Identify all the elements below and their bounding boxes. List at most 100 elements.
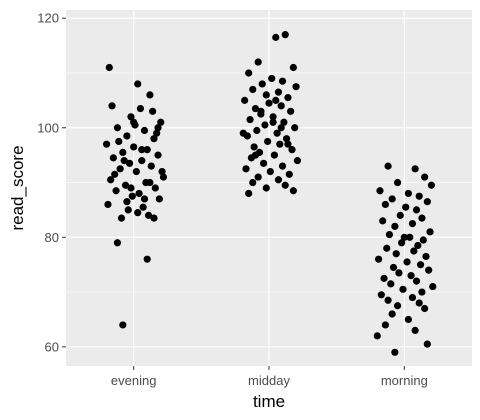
data-point [154, 151, 162, 159]
data-point [153, 129, 161, 137]
data-point [269, 118, 277, 126]
data-point [261, 121, 269, 129]
data-point [239, 129, 247, 137]
data-point [151, 184, 159, 192]
data-point [427, 181, 435, 189]
data-point [381, 200, 389, 209]
data-point [119, 148, 127, 156]
data-point [258, 80, 266, 88]
data-point [373, 332, 381, 340]
data-point [388, 310, 396, 318]
data-point [376, 187, 384, 195]
data-point [396, 211, 404, 219]
data-point [121, 181, 130, 189]
data-point [282, 135, 291, 143]
data-point [136, 104, 145, 113]
data-point [127, 113, 135, 121]
data-point [415, 299, 423, 307]
data-point [421, 304, 429, 313]
data-points [103, 31, 437, 356]
data-point [412, 277, 421, 285]
data-point [384, 162, 392, 170]
data-point [123, 198, 131, 206]
data-point [105, 63, 113, 72]
data-point [273, 129, 281, 137]
data-point [276, 140, 284, 148]
data-point [288, 146, 296, 154]
data-point [421, 173, 429, 181]
data-point [270, 151, 279, 159]
data-point [274, 176, 283, 184]
data-point [388, 195, 396, 203]
data-point [287, 107, 295, 115]
data-point [115, 137, 123, 146]
data-point [108, 102, 116, 110]
data-point [285, 170, 293, 178]
data-point [272, 96, 280, 104]
data-point [130, 143, 138, 151]
data-point [262, 91, 270, 99]
data-point [278, 77, 287, 85]
data-point [289, 63, 297, 72]
data-point [245, 189, 253, 198]
data-point [399, 285, 407, 293]
data-point [119, 321, 127, 329]
x-tick-label-evening: evening [111, 373, 157, 388]
data-point [284, 94, 292, 102]
data-point [414, 241, 422, 250]
data-point [134, 209, 142, 217]
data-point [241, 96, 249, 104]
grid-lines [66, 10, 472, 366]
data-point [407, 272, 415, 280]
data-point [251, 104, 260, 113]
data-point [419, 236, 427, 244]
y-tick-label: 80 [45, 230, 59, 245]
data-point [423, 198, 431, 206]
data-point [379, 217, 387, 225]
data-point [377, 291, 385, 299]
data-point [254, 173, 262, 181]
data-point [135, 189, 143, 198]
data-point [278, 162, 287, 170]
x-tick-label-midday: midday [248, 373, 290, 388]
data-point [289, 187, 297, 195]
data-point [250, 143, 258, 151]
data-point [375, 255, 383, 263]
data-point [150, 214, 158, 222]
data-point [292, 83, 300, 91]
data-point [383, 244, 391, 252]
data-point [146, 178, 154, 187]
data-point [155, 195, 163, 203]
data-point [113, 239, 122, 247]
data-point [154, 124, 162, 132]
data-point [277, 102, 285, 110]
data-point [281, 181, 289, 189]
data-point [134, 80, 142, 88]
data-point [291, 124, 299, 132]
data-point [392, 250, 400, 258]
data-point [391, 348, 399, 356]
data-point [418, 214, 426, 222]
data-point [130, 118, 138, 126]
data-point [415, 192, 423, 200]
data-point [132, 167, 140, 176]
data-point [380, 274, 388, 282]
data-point [113, 124, 122, 132]
axis-ticks: 60 80 100 120 evening midday morning [37, 11, 428, 388]
data-point [262, 184, 270, 192]
data-point [410, 247, 418, 255]
data-point [139, 203, 147, 211]
data-point [387, 280, 395, 288]
data-point [381, 321, 389, 329]
data-point [429, 282, 437, 291]
data-point [107, 176, 115, 184]
data-point [147, 162, 155, 170]
data-point [395, 269, 403, 277]
data-point [406, 233, 414, 241]
data-point [117, 214, 126, 222]
data-point [264, 137, 272, 146]
data-point [423, 340, 431, 348]
data-point [254, 58, 262, 66]
x-tick-label-morning: morning [381, 373, 428, 388]
data-point [157, 118, 165, 126]
